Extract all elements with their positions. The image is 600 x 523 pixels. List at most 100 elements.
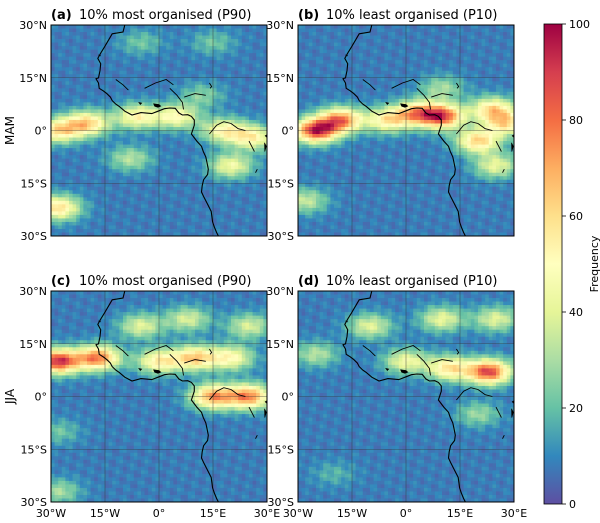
- heatmap-cell: [184, 158, 189, 163]
- heatmap-cell: [112, 119, 117, 124]
- heatmap-cell: [366, 158, 371, 163]
- heatmap-cell: [319, 141, 324, 145]
- heatmap-cell: [144, 56, 149, 61]
- heatmap-cell: [155, 200, 160, 205]
- heatmap-cell: [58, 162, 63, 167]
- heatmap-cell: [337, 42, 342, 47]
- heatmap-cell: [298, 67, 302, 72]
- heatmap-cell: [370, 144, 374, 149]
- heatmap-cell: [337, 141, 342, 145]
- heatmap-cell: [51, 144, 55, 149]
- heatmap-cell: [90, 221, 95, 226]
- heatmap-cell: [187, 91, 192, 96]
- heatmap-cell: [159, 39, 163, 43]
- heatmap-cell: [144, 151, 149, 156]
- heatmap-cell: [348, 81, 353, 86]
- heatmap-cell: [191, 221, 196, 226]
- heatmap-cell: [58, 25, 63, 29]
- heatmap-cell: [65, 204, 70, 209]
- heatmap-cell: [177, 204, 181, 209]
- heatmap-cell: [334, 91, 338, 96]
- heatmap-cell: [76, 165, 81, 170]
- heatmap-cell: [330, 169, 335, 174]
- heatmap-cell: [231, 116, 235, 121]
- heatmap-cell: [144, 165, 149, 170]
- heatmap-cell: [65, 200, 70, 205]
- heatmap-cell: [169, 158, 174, 163]
- heatmap-cell: [330, 158, 335, 163]
- heatmap-cell: [241, 183, 246, 188]
- heatmap-cell: [370, 53, 374, 58]
- heatmap-cell: [298, 165, 302, 170]
- heatmap-cell: [238, 88, 243, 93]
- heatmap-cell: [326, 91, 331, 96]
- heatmap-cell: [126, 95, 131, 100]
- heatmap-cell: [323, 141, 328, 145]
- heatmap-cell: [166, 81, 171, 86]
- heatmap-cell: [97, 105, 102, 110]
- heatmap-cell: [249, 221, 253, 226]
- heatmap-cell: [301, 88, 306, 93]
- heatmap-cell: [362, 63, 367, 68]
- heatmap-cell: [359, 77, 364, 82]
- heatmap-cell: [373, 56, 378, 61]
- heatmap-cell: [205, 67, 210, 72]
- heatmap-cell: [162, 70, 167, 75]
- heatmap-cell: [101, 218, 106, 223]
- heatmap-cell: [241, 158, 246, 163]
- heatmap-cell: [180, 200, 185, 205]
- heatmap-cell: [83, 116, 88, 121]
- heatmap-cell: [115, 119, 120, 124]
- heatmap-cell: [173, 141, 178, 145]
- heatmap-cell: [319, 214, 324, 219]
- heatmap-cell: [151, 112, 156, 117]
- heatmap-cell: [362, 49, 367, 54]
- heatmap-cell: [137, 95, 142, 100]
- heatmap-cell: [263, 130, 268, 135]
- heatmap-cell: [151, 95, 156, 100]
- heatmap-cell: [97, 148, 102, 152]
- heatmap-cell: [191, 214, 196, 219]
- heatmap-cell: [245, 67, 250, 72]
- heatmap-cell: [209, 32, 214, 36]
- heatmap-cell: [94, 204, 99, 209]
- heatmap-cell: [227, 218, 232, 223]
- heatmap-cell: [256, 211, 261, 216]
- heatmap-cell: [177, 155, 181, 160]
- heatmap-cell: [216, 84, 221, 89]
- heatmap-cell: [216, 116, 221, 121]
- heatmap-cell: [115, 126, 120, 131]
- heatmap-cell: [105, 119, 109, 124]
- heatmap-cell: [177, 25, 181, 29]
- heatmap-cell: [234, 102, 239, 107]
- heatmap-cell: [323, 169, 328, 174]
- heatmap-cell: [330, 84, 335, 89]
- heatmap-cell: [69, 32, 73, 36]
- heatmap-cell: [238, 81, 243, 86]
- heatmap-cell: [144, 228, 149, 233]
- heatmap-cell: [373, 91, 378, 96]
- heatmap-cell: [202, 35, 207, 40]
- heatmap-cell: [256, 183, 261, 188]
- heatmap-cell: [205, 77, 210, 82]
- heatmap-cell: [177, 46, 181, 51]
- heatmap-cell: [373, 126, 378, 131]
- heatmap-cell: [180, 25, 185, 29]
- heatmap-cell: [90, 214, 95, 219]
- heatmap-cell: [231, 137, 235, 142]
- heatmap-cell: [180, 225, 185, 230]
- gridlines: [51, 25, 267, 236]
- heatmap-cell: [72, 49, 77, 54]
- heatmap-cell: [112, 186, 117, 191]
- heatmap-cell: [87, 211, 91, 216]
- heatmap-cell: [180, 155, 185, 160]
- heatmap-cell: [213, 232, 217, 237]
- heatmap-cell: [334, 141, 338, 145]
- heatmap-cell: [330, 162, 335, 167]
- heatmap-cell: [202, 123, 207, 128]
- heatmap-cell: [151, 186, 156, 191]
- heatmap-cell: [319, 144, 324, 149]
- heatmap-cell: [209, 63, 214, 68]
- heatmap-cell: [126, 179, 131, 184]
- heatmap-cell: [159, 197, 163, 202]
